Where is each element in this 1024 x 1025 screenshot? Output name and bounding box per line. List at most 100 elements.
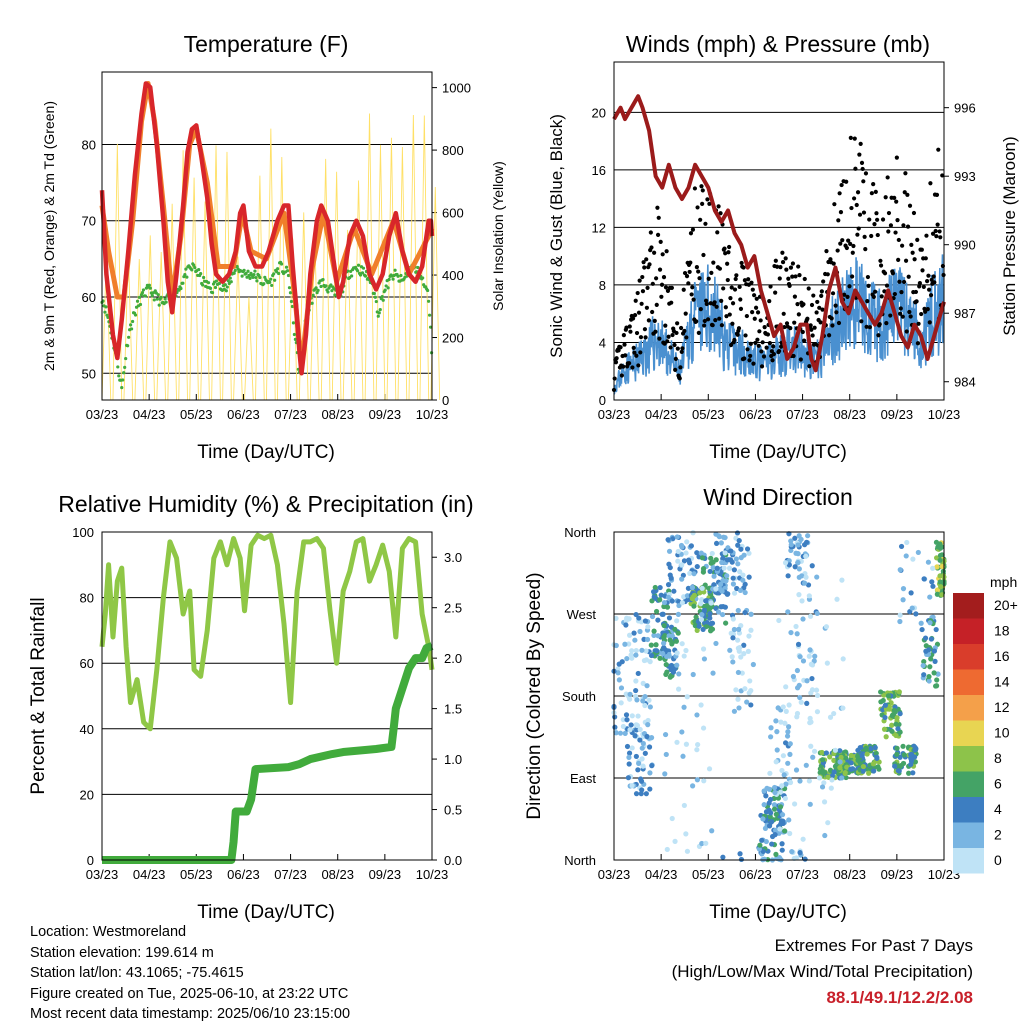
wind-gust-point: [861, 179, 866, 184]
dir-point: [665, 594, 671, 600]
dir-point: [934, 683, 940, 689]
temp-dewpoint-point: [235, 264, 239, 269]
dir-point: [626, 641, 632, 647]
temp-ytick-right-label: 800: [442, 143, 464, 158]
winds-ylabel-left: Sonic Wind & Gust (Blue, Black): [547, 114, 566, 358]
rh-ytick-label: 0: [87, 853, 94, 868]
dir-point: [748, 627, 754, 633]
dir-point: [880, 707, 886, 713]
dir-point: [839, 775, 845, 781]
wind-gust-point: [719, 323, 724, 328]
wind-gust-point: [809, 302, 815, 308]
temp-xtick-label: 03/23: [86, 407, 119, 422]
wind-gust-point: [928, 293, 934, 298]
dir-point: [742, 609, 748, 616]
dir-xtick-label: 10/23: [928, 867, 961, 882]
wind-ytick-label: 16: [592, 163, 606, 178]
dir-point: [739, 670, 745, 676]
temp-dewpoint-point: [135, 299, 140, 303]
winds-title: Winds (mph) & Pressure (mb): [626, 31, 930, 57]
wind-series-pressure: [612, 94, 946, 373]
dir-point: [714, 565, 720, 571]
wind-gust-point: [750, 310, 755, 315]
dir-point: [824, 660, 830, 666]
dir-point: [775, 705, 781, 711]
dir-point: [883, 734, 889, 740]
temp-xtick-label: 07/23: [274, 407, 307, 422]
dir-point: [679, 562, 685, 568]
wind-gust-point: [875, 217, 880, 222]
dir-point: [860, 763, 867, 770]
wind-gust-point: [809, 327, 814, 332]
dir-point: [691, 592, 697, 598]
temp-dewpoint-point: [184, 267, 188, 271]
wind-gust-point: [913, 289, 919, 295]
temp-dewpoint-point: [148, 286, 152, 290]
dir-point: [681, 558, 687, 564]
dir-point: [807, 801, 813, 807]
wind-gust-point: [882, 289, 887, 294]
dir-point: [618, 700, 624, 706]
dir-point: [827, 714, 834, 720]
wind-gust-point: [677, 376, 682, 381]
dir-point: [756, 846, 762, 852]
dir-point: [787, 779, 794, 786]
wind-gust-point: [934, 192, 940, 197]
dir-point: [676, 602, 682, 609]
wind-gust-point: [819, 289, 824, 294]
winds-plot: 03/23 04/23 05/23 06/23 07/23 08/23 09/23 10/23…: [592, 61, 976, 422]
wind-gust-point: [832, 202, 837, 207]
wind-gust-point: [905, 224, 911, 229]
dir-point: [900, 586, 907, 592]
temp-dewpoint-point: [284, 265, 289, 269]
wind-ytick-label: 4: [599, 335, 606, 350]
dir-point: [718, 540, 724, 546]
rh-xtick-label: 10/23: [416, 867, 449, 882]
wind-gust-point: [712, 300, 717, 305]
wind-gust-point: [757, 329, 762, 334]
dir-point: [799, 573, 805, 579]
temp-dewpoint-point: [181, 281, 185, 285]
wind-gust-point: [702, 323, 707, 328]
wind-gust-point: [855, 190, 861, 195]
wind-gust-point: [908, 314, 913, 319]
rh-xtick-label: 07/23: [274, 867, 307, 882]
dir-point: [688, 543, 694, 549]
dir-point: [639, 745, 645, 751]
wind-gust-point: [930, 231, 936, 236]
dir-point: [873, 750, 879, 756]
wind-gust-point: [655, 232, 661, 237]
temp-dewpoint-point: [314, 286, 318, 290]
dir-point: [623, 712, 630, 718]
wind-gust-point: [808, 323, 813, 328]
temp-dewpoint-point: [164, 300, 168, 304]
wind-gust-point: [790, 274, 795, 279]
dir-point: [748, 611, 754, 617]
dir-point: [664, 846, 670, 853]
wind-ytick-right-label: 996: [954, 101, 976, 116]
dir-point: [649, 613, 656, 620]
wind-gust-point: [748, 341, 753, 346]
dir-point: [768, 734, 774, 740]
temp-dewpoint-point: [140, 290, 145, 295]
dir-point: [648, 735, 655, 741]
temp-dewpoint-point: [270, 283, 274, 288]
temp-dewpoint-point: [208, 286, 213, 290]
temp-dewpoint-point: [225, 285, 229, 289]
wind-gust-point: [759, 364, 765, 369]
dir-point: [644, 683, 650, 689]
wind-gust-point: [709, 270, 714, 276]
dir-point: [645, 624, 651, 630]
wind-gust-point: [851, 196, 857, 201]
dir-point: [663, 661, 669, 668]
dir-point: [716, 534, 723, 540]
wind-gust-point: [897, 279, 902, 284]
dir-point: [679, 641, 685, 647]
wind-gust-point: [703, 221, 708, 226]
dir-point: [925, 559, 932, 565]
temp-dewpoint-point: [258, 275, 262, 280]
dir-point: [629, 745, 635, 751]
wind-gust-point: [940, 173, 945, 178]
wind-ytick-right-label: 990: [954, 238, 976, 253]
temp-dewpoint-point: [269, 277, 273, 281]
